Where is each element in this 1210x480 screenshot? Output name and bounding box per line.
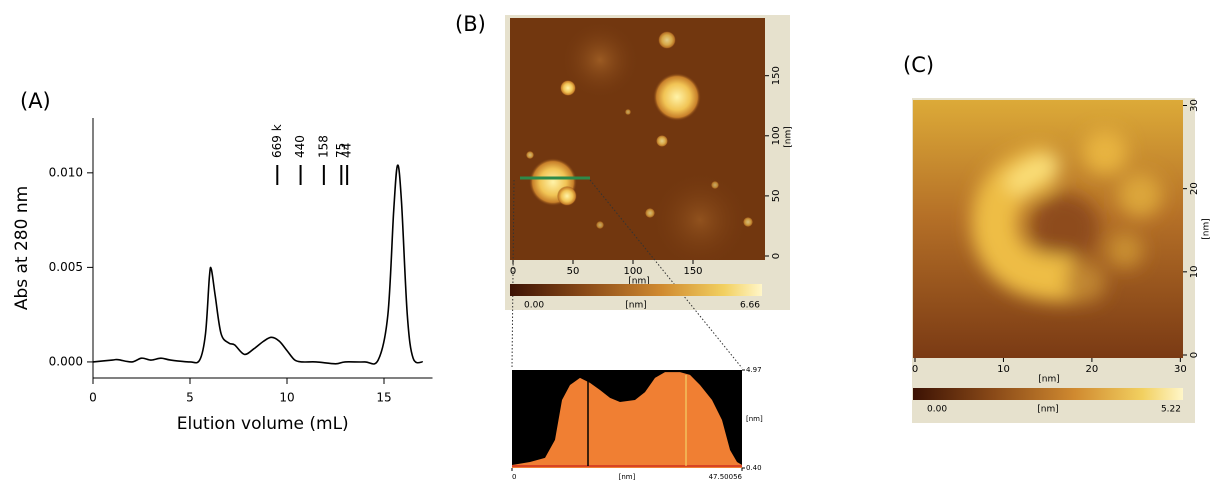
x-tick-label: 10: [279, 391, 294, 405]
panel-label: (B): [455, 12, 486, 36]
panel-label: (A): [20, 89, 51, 113]
y-axis-label: [nm]: [1202, 218, 1210, 240]
x-tick-label: 20: [1086, 364, 1099, 375]
profile-area: [512, 372, 742, 468]
data-line: [92, 164, 424, 365]
x-tick-label: 0: [512, 473, 516, 480]
y-tick-label: 20: [1189, 182, 1200, 195]
x-tick-label: 15: [376, 391, 391, 405]
colorbar-tick-label: 0.00: [927, 405, 947, 415]
x-tick-label: 0: [912, 364, 918, 375]
x-axis-label: [nm]: [628, 277, 650, 287]
x-axis-label: [nm]: [1038, 375, 1060, 385]
colorbar-label: [nm]: [625, 301, 647, 311]
mw-marker-label: 44: [340, 143, 354, 158]
x-axis-label: [nm]: [619, 473, 636, 480]
x-tick-label: 0: [89, 391, 97, 405]
x-axis-label: Elution volume (mL): [177, 414, 349, 434]
colorbar-tick-label: 6.66: [740, 301, 760, 311]
mw-marker-label: 75: [334, 143, 348, 158]
x-tick-label: 50: [567, 266, 580, 277]
x-tick-label: 10: [997, 364, 1010, 375]
colorbar-label: [nm]: [1037, 405, 1059, 415]
y-tick-label: 4.97: [746, 366, 762, 374]
x-tick-label: 0: [510, 266, 516, 277]
x-tick-label: 150: [683, 266, 702, 277]
x-tick-label: 5: [186, 391, 194, 405]
mw-marker-label: 158: [316, 135, 330, 158]
y-tick-label: 0.000: [49, 354, 83, 368]
colorbar-tick-label: 0.00: [524, 301, 544, 311]
colorbar-tick-label: 5.22: [1161, 405, 1181, 415]
y-axis-label: [nm]: [746, 415, 763, 423]
y-tick-label: 10: [1189, 265, 1200, 278]
y-axis-label: [nm]: [784, 126, 794, 148]
colorbar: [510, 284, 762, 296]
panel-label: (C): [903, 53, 934, 77]
y-tick-label: 0.010: [49, 165, 83, 179]
colorbar: [913, 388, 1183, 400]
mw-marker-label: 440: [293, 135, 307, 158]
afm-image-b: [510, 18, 765, 260]
y-tick-label: 150: [771, 66, 782, 85]
afm-image-c: [913, 100, 1183, 358]
y-tick-label: 100: [771, 126, 782, 145]
x-tick-label: 47.50056: [709, 473, 743, 480]
y-tick-label: 0.005: [49, 260, 83, 274]
y-tick-label: 0: [771, 253, 782, 259]
y-axis-label: Abs at 280 nm: [12, 186, 32, 310]
mw-marker-label: 669 k: [270, 124, 284, 158]
x-tick-label: 100: [623, 266, 642, 277]
y-tick-label: 0.40: [746, 464, 762, 472]
x-tick-label: 30: [1174, 364, 1187, 375]
y-tick-label: 0: [1189, 352, 1200, 358]
y-tick-label: 50: [771, 190, 782, 203]
y-tick-label: 30: [1189, 99, 1200, 112]
profile-plot: [512, 372, 742, 468]
